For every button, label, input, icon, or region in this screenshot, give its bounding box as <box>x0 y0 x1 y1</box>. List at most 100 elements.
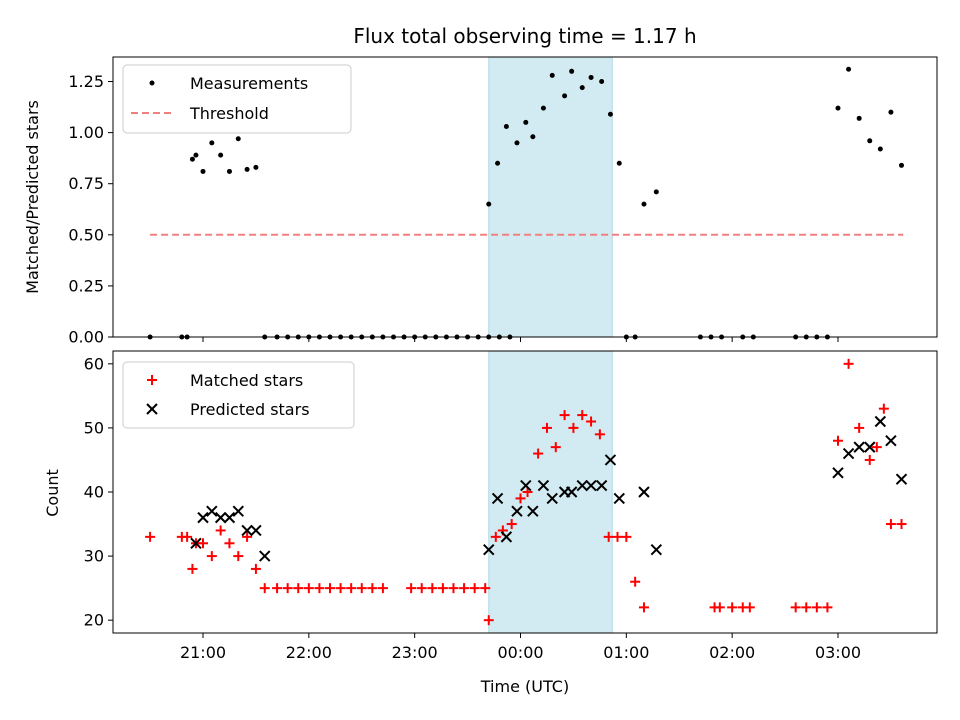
matched-star-point <box>303 583 314 594</box>
measurement-point <box>503 123 509 129</box>
matched-star-point <box>550 442 561 453</box>
predicted-star-point <box>241 524 253 537</box>
measurement-point <box>607 111 613 117</box>
matched-star-point <box>346 583 357 594</box>
bottom-xtick-label: 21:00 <box>180 643 226 662</box>
matched-star-point <box>282 583 293 594</box>
matched-star-point <box>215 525 226 536</box>
measurement-point <box>899 162 904 168</box>
measurement-point <box>209 140 215 146</box>
bottom-xtick-label: 00:00 <box>497 643 543 662</box>
matched-star-point <box>314 583 325 594</box>
legend-marker-measurements <box>149 80 155 86</box>
predicted-star-point <box>546 492 558 505</box>
matched-star-point <box>242 531 253 542</box>
matched-star-point <box>506 519 517 530</box>
predicted-star-point <box>613 492 625 505</box>
matched-star-point <box>406 583 417 594</box>
predicted-star-point <box>206 505 218 517</box>
matched-star-point <box>533 448 544 459</box>
chart-title: Flux total observing time = 1.17 h <box>353 24 696 48</box>
measurement-point <box>856 115 862 121</box>
measurement-point <box>877 146 883 152</box>
legend-label-measurements: Measurements <box>190 74 308 93</box>
measurement-point <box>888 109 894 115</box>
measurement-point <box>530 134 536 140</box>
measurement-point <box>495 160 501 166</box>
bottom-ytick-label: 40 <box>84 483 104 502</box>
matched-star-point <box>864 454 875 465</box>
matched-star-point <box>801 602 812 613</box>
matched-star-point <box>727 602 738 613</box>
bottom-xlabel: Time (UTC) <box>480 677 569 696</box>
predicted-star-point <box>650 543 663 556</box>
top-ylabel: Matched/Predicted stars <box>23 100 42 294</box>
predicted-star-point <box>511 505 523 517</box>
predicted-star-point <box>232 505 244 517</box>
matched-star-point <box>621 531 632 542</box>
matched-star-point <box>182 531 193 542</box>
top-axes-frame <box>112 56 938 338</box>
measurement-point <box>569 68 575 74</box>
matched-star-point <box>541 422 552 433</box>
predicted-star-point <box>197 511 209 524</box>
bottom-xtick-label: 22:00 <box>286 643 332 662</box>
matched-star-point <box>790 602 801 613</box>
matched-star-point <box>744 602 755 613</box>
predicted-star-point <box>638 486 650 498</box>
predicted-star-point <box>565 486 578 498</box>
predicted-star-point <box>842 447 855 460</box>
matched-star-point <box>490 531 501 542</box>
top-ytick-label: 1.25 <box>68 72 104 91</box>
bottom-ytick-label: 30 <box>84 547 104 566</box>
top-ytick-label: 0.75 <box>68 174 104 193</box>
predicted-star-point <box>223 511 236 524</box>
legend-label-matched: Matched stars <box>190 371 303 390</box>
bottom-ylabel: Count <box>43 469 62 517</box>
matched-star-point <box>145 531 156 542</box>
matched-star-point <box>459 583 470 594</box>
matched-star-point <box>469 583 480 594</box>
matched-star-point <box>325 583 335 594</box>
matched-star-point <box>568 422 579 433</box>
legend-marker-predicted <box>146 403 158 415</box>
bottom-ytick-label: 60 <box>84 354 104 373</box>
measurement-point <box>523 119 529 125</box>
matched-star-point <box>638 602 649 613</box>
measurement-point <box>253 164 259 170</box>
bottom-xtick-label: 03:00 <box>815 643 861 662</box>
predicted-star-point <box>885 435 897 447</box>
measurement-point <box>218 152 224 158</box>
predicted-star-point <box>874 415 887 428</box>
bottom-panel: 20 30 40 50 60 21:00 22:00 23:00 00:00 01:00 02:00… <box>84 350 938 662</box>
matched-star-point <box>871 442 882 453</box>
bottom-axes-frame <box>112 350 938 634</box>
measurement-point <box>200 168 206 174</box>
measurement-point <box>588 74 594 80</box>
matched-star-point <box>483 615 494 626</box>
matched-star-point <box>367 583 378 594</box>
top-ytick-label: 0.25 <box>68 276 104 295</box>
matched-star-point <box>833 435 843 446</box>
bottom-legend: Matched stars Predicted stars <box>122 361 355 429</box>
top-ytick-label: 1.00 <box>68 123 104 142</box>
matched-star-point <box>612 531 623 542</box>
predicted-star-point <box>214 511 227 524</box>
bottom-xtick-label: 01:00 <box>603 643 649 662</box>
matched-star-point <box>878 403 889 414</box>
matched-star-point <box>586 416 597 427</box>
measurement-point <box>562 93 568 99</box>
matched-star-point <box>603 531 614 542</box>
matched-star-point <box>594 429 605 440</box>
matched-star-point <box>293 583 304 594</box>
matched-star-point <box>854 422 865 433</box>
measurement-point <box>599 79 605 85</box>
predicted-star-point <box>520 479 532 492</box>
matched-star-point <box>559 410 570 421</box>
measurement-point <box>846 66 852 72</box>
bottom-xtick-label: 02:00 <box>709 643 755 662</box>
measurement-point <box>189 156 195 162</box>
measurement-point <box>540 105 546 111</box>
matched-star-point <box>630 576 641 587</box>
